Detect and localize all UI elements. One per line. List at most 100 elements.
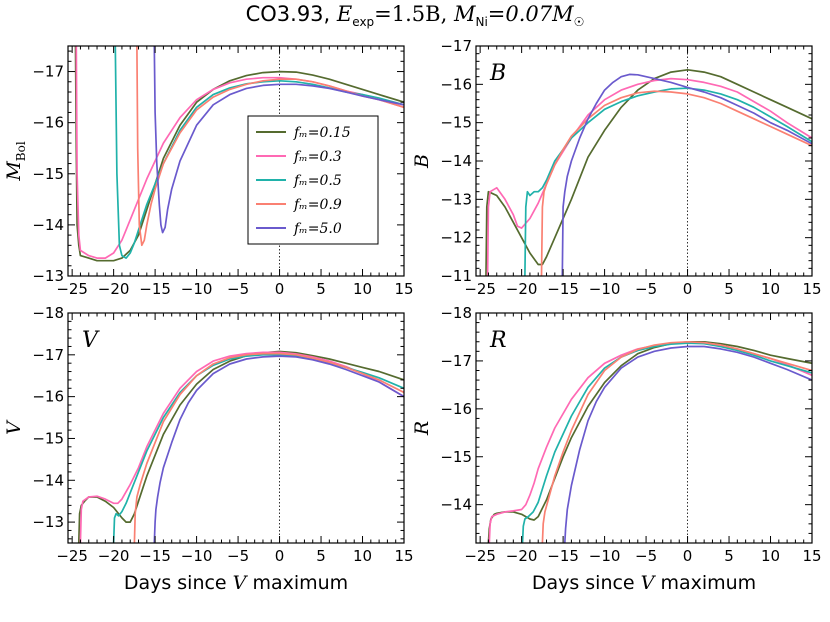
- x-tick-label: −15: [139, 547, 171, 565]
- x-tick-label: −10: [589, 280, 621, 298]
- y-tick-label: −15: [440, 448, 472, 466]
- legend-entry: fₘ=0.9: [293, 197, 342, 213]
- x-tick-label: −20: [98, 280, 130, 298]
- y-axis-label: B: [411, 154, 433, 169]
- x-tick-label: −25: [464, 280, 496, 298]
- title-e-subscript: exp: [352, 15, 375, 30]
- figure-title: CO3.93, Eexp=1.5B, MNi=0.07M☉: [0, 2, 830, 29]
- legend: fₘ=0.15 fₘ=0.3 fₘ=0.5 fₘ=0.9 fₘ=5.0: [247, 115, 379, 245]
- x-tick-label: −10: [181, 280, 213, 298]
- series-group: [77, 350, 404, 543]
- title-main: CO3.93,: [245, 2, 331, 26]
- y-tick-label: −16: [32, 388, 64, 406]
- y-axis-label: V: [3, 419, 25, 435]
- x-tick-label: 0: [275, 280, 285, 298]
- y-axis-label: R: [411, 421, 433, 436]
- y-tick-label: −13: [32, 267, 64, 285]
- series-line-f-m-5-0: [153, 355, 404, 543]
- series-line-f-m-0-15: [74, 46, 404, 262]
- series-line-f-m-0-15: [487, 340, 812, 543]
- y-tick-label: −13: [440, 190, 472, 208]
- y-tick-label: −16: [32, 114, 64, 132]
- panel-B: −25 −20 −15 −10 −5 0 5 10 15 −11 −12 −13 −14 −15 −16 −1…: [411, 37, 822, 298]
- x-tick-label: −20: [506, 280, 538, 298]
- y-tick-label: −18: [440, 304, 472, 322]
- x-axis-label: Days since V maximum: [124, 572, 348, 594]
- y-tick-label: −13: [32, 513, 64, 531]
- legend-entry: fₘ=0.5: [293, 173, 342, 189]
- y-tick-label: −15: [32, 165, 64, 183]
- x-tick-label: 15: [394, 280, 413, 298]
- series-line-f-m-0-5: [524, 87, 812, 276]
- x-tick-label: −25: [464, 547, 496, 565]
- y-tick-label: −17: [32, 346, 64, 364]
- series-group: [485, 68, 812, 276]
- series-line-f-m-0-3: [486, 77, 812, 276]
- title-m-subscript: Ni: [475, 15, 488, 30]
- y-tick-label: −17: [440, 37, 472, 55]
- x-tick-label: −15: [547, 547, 579, 565]
- series-line-f-m-0-3: [79, 351, 404, 543]
- series-line-f-m-5-0: [153, 46, 404, 234]
- series-group: [74, 46, 404, 262]
- x-tick-label: −25: [56, 547, 88, 565]
- x-tick-label: 0: [683, 547, 693, 565]
- x-axis-label: Days since V maximum: [532, 572, 756, 594]
- x-tick-label: −10: [181, 547, 213, 565]
- y-tick-label: −15: [32, 429, 64, 447]
- x-tick-label: 0: [275, 547, 285, 565]
- series-line-f-m-0-15: [485, 68, 812, 276]
- title-m-sun: ☉: [573, 15, 585, 30]
- x-tick-label: −20: [506, 547, 538, 565]
- panel-label: R: [489, 328, 507, 353]
- x-tick-label: 15: [394, 547, 413, 565]
- panel-label: V: [82, 328, 100, 353]
- series-line-f-m-0-3: [488, 341, 812, 543]
- x-tick-label: 10: [761, 280, 780, 298]
- x-tick-label: −20: [98, 547, 130, 565]
- series-line-f-m-0-9: [540, 90, 812, 276]
- axes-frame: [475, 45, 813, 277]
- series-line-f-m-0-9: [136, 46, 404, 247]
- y-tick-label: −11: [440, 267, 472, 285]
- series-line-f-m-0-9: [133, 352, 404, 543]
- x-tick-label: 5: [316, 547, 326, 565]
- y-tick-label: −12: [440, 229, 472, 247]
- x-tick-label: 5: [724, 547, 734, 565]
- y-tick-label: −14: [440, 496, 472, 514]
- axes-frame: [67, 312, 405, 544]
- axes-frame: [67, 45, 405, 277]
- y-tick-label: −14: [440, 152, 472, 170]
- legend-entry: fₘ=5.0: [293, 221, 342, 237]
- panel-V: −25 −20 −15 −10 −5 0 5 10 15 −13 −14 −15 −16 −17 −18 V V…: [3, 304, 414, 594]
- x-tick-label: 10: [761, 547, 780, 565]
- y-axis-label: MBol: [3, 141, 28, 182]
- series-line-f-m-0-9: [541, 340, 812, 543]
- x-tick-label: −10: [589, 547, 621, 565]
- legend-entry: fₘ=0.15: [293, 125, 351, 141]
- x-tick-label: 5: [724, 280, 734, 298]
- x-tick-label: 10: [353, 547, 372, 565]
- x-tick-label: 15: [802, 547, 821, 565]
- y-tick-label: −16: [440, 400, 472, 418]
- x-tick-label: 10: [353, 280, 372, 298]
- legend-entry: fₘ=0.3: [293, 149, 342, 165]
- title-e-symbol: E: [336, 2, 353, 26]
- x-tick-label: −5: [227, 280, 249, 298]
- x-tick-label: −5: [635, 547, 657, 565]
- panel-bol: −25 −20 −15 −10 −5 0 5 10 15 −13 −14 −15 −16 −17 MBol f…: [3, 45, 414, 298]
- x-tick-label: −15: [139, 280, 171, 298]
- y-tick-label: −14: [32, 216, 64, 234]
- x-tick-label: 0: [683, 280, 693, 298]
- title-m-value: =0.07M: [487, 2, 574, 26]
- panel-label: B: [489, 61, 506, 86]
- y-tick-label: −15: [440, 114, 472, 132]
- y-tick-label: −14: [32, 471, 64, 489]
- x-tick-label: −5: [635, 280, 657, 298]
- x-tick-label: −25: [56, 280, 88, 298]
- y-tick-label: −16: [440, 75, 472, 93]
- series-group: [487, 340, 812, 543]
- x-tick-label: −5: [227, 547, 249, 565]
- y-tick-label: −17: [32, 63, 64, 81]
